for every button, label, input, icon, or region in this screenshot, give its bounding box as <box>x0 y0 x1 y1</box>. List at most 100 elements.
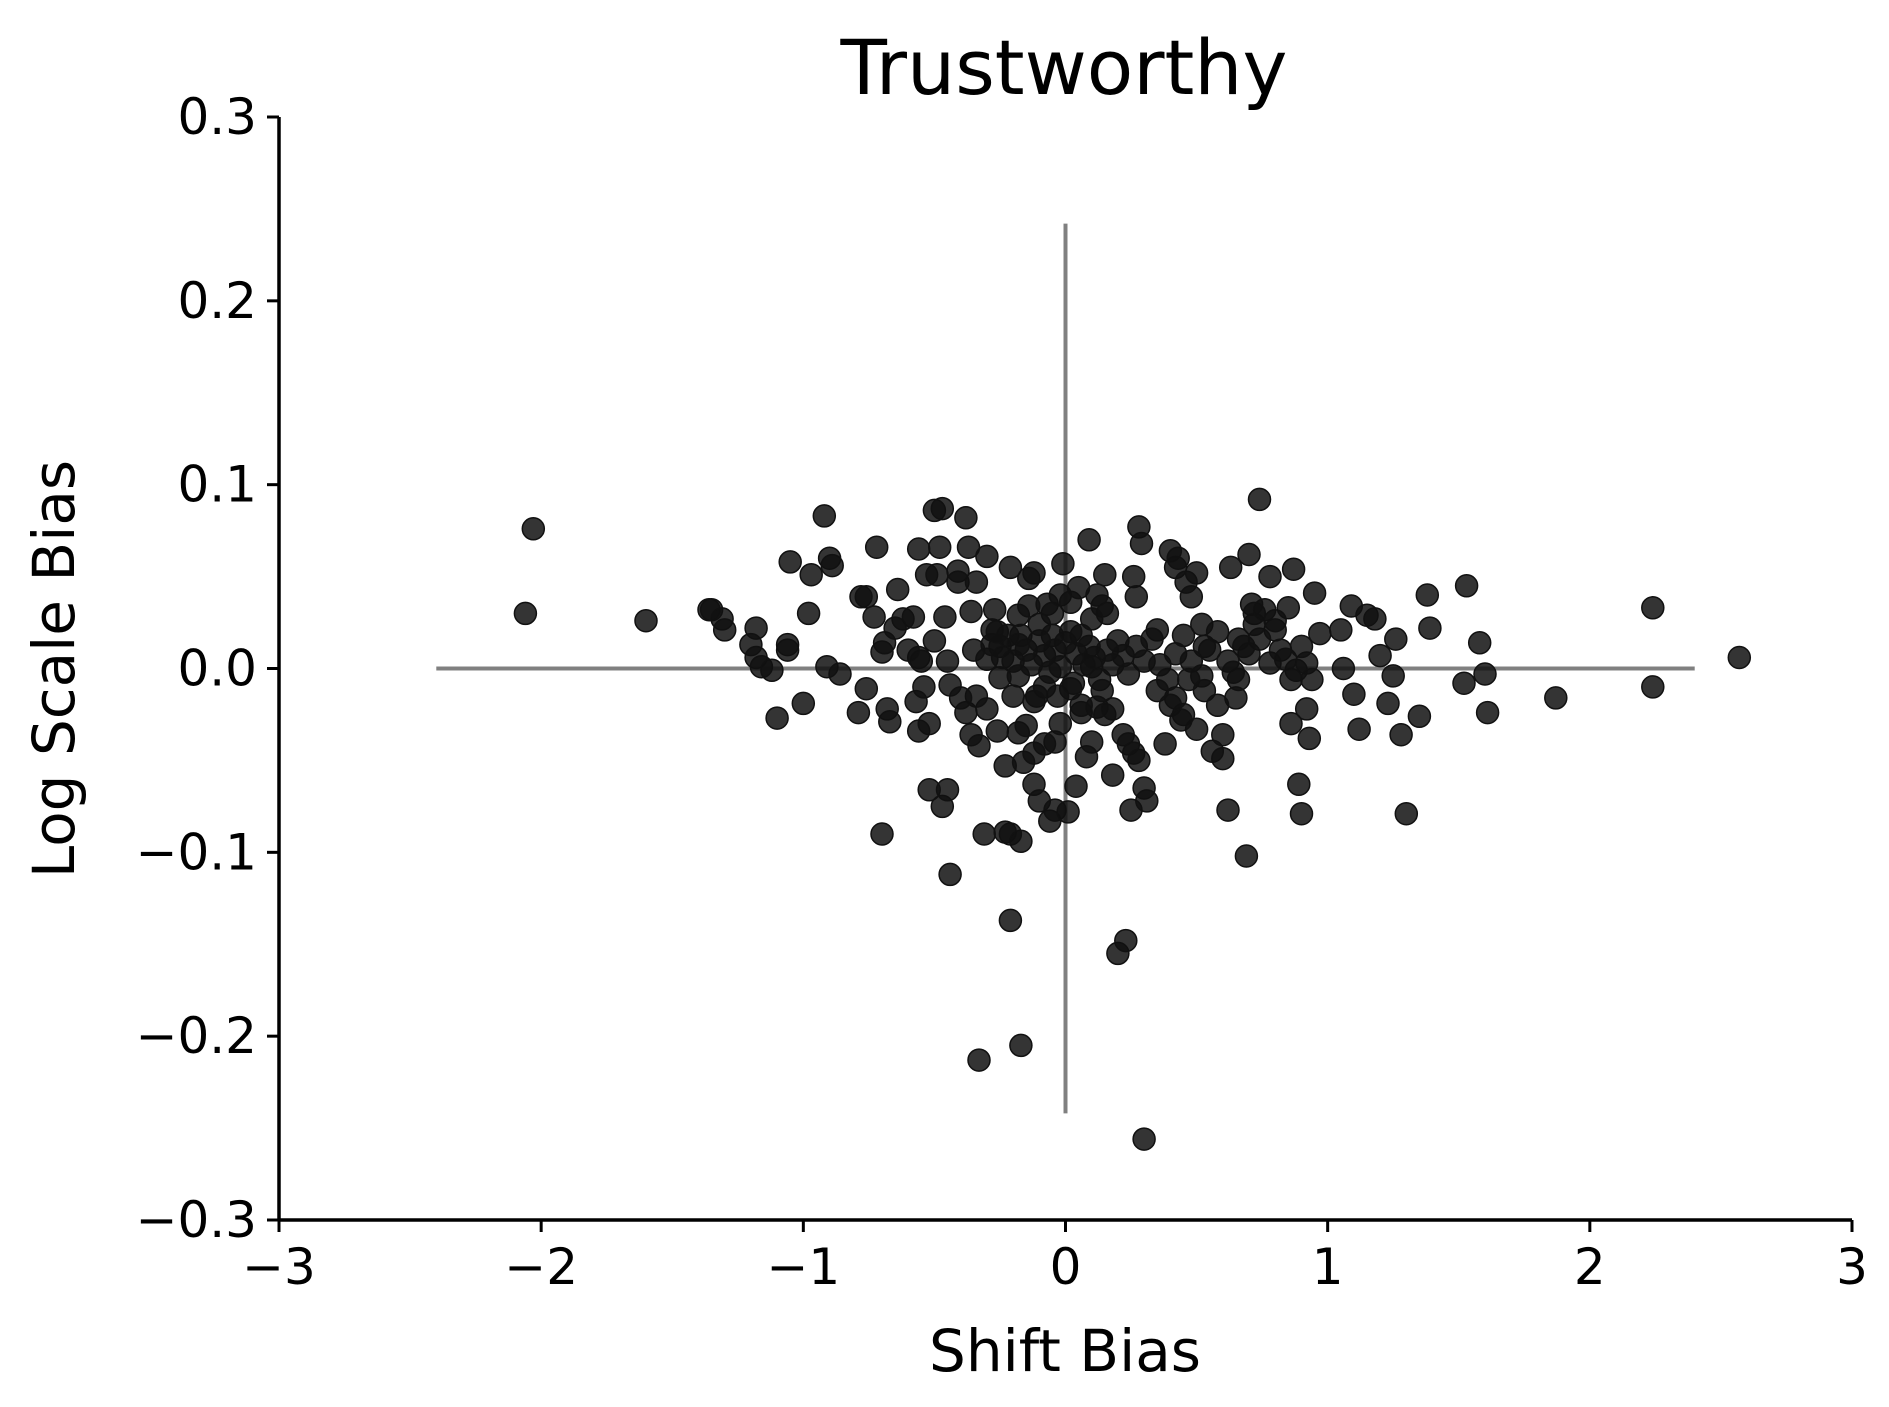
scatter-point <box>796 601 821 626</box>
y-tick-label: −0.3 <box>136 1191 257 1249</box>
scatter-point <box>828 662 852 686</box>
scatter-point <box>1467 631 1492 655</box>
scatter-point <box>1090 678 1114 703</box>
scatter-point <box>1475 700 1500 725</box>
x-tick-label: 0 <box>1050 1238 1082 1296</box>
scatter-point <box>1302 581 1327 605</box>
scatter-point <box>998 555 1023 580</box>
scatter-point <box>1218 555 1243 580</box>
scatter-point <box>1079 607 1104 631</box>
scatter-point <box>854 676 879 701</box>
scatter-point <box>906 537 931 561</box>
scatter-point <box>1006 632 1031 657</box>
scatter-point <box>896 638 920 662</box>
scatter-point <box>712 618 737 642</box>
scatter-point <box>1205 693 1230 718</box>
scatter-point <box>1641 675 1665 699</box>
scatter-point <box>1384 627 1408 651</box>
scatter-point <box>1308 621 1332 646</box>
scatter-point <box>1166 546 1190 570</box>
scatter-point <box>1100 697 1125 721</box>
scatter-point <box>820 553 844 578</box>
scatter-point <box>1289 801 1314 826</box>
scatter-point <box>846 700 871 725</box>
scatter-point <box>982 597 1007 622</box>
scatter-point <box>1121 564 1146 589</box>
scatter-point <box>1009 829 1033 854</box>
scatter-point <box>1140 627 1164 651</box>
scatter-point <box>1415 583 1440 607</box>
x-tick-label: −1 <box>766 1238 840 1296</box>
scatter-point <box>1171 623 1196 648</box>
scatter-point <box>948 686 973 710</box>
scatter-point <box>1045 684 1070 708</box>
scatter-point <box>760 658 784 683</box>
scatter-point <box>967 733 991 758</box>
scatter-point <box>930 496 955 521</box>
scatter-point <box>1022 741 1046 765</box>
scatter-point <box>1077 528 1101 552</box>
scatter-point <box>954 506 978 530</box>
scatter-point <box>1205 619 1230 644</box>
scatter-point <box>1085 583 1109 607</box>
scatter-point <box>1368 643 1392 668</box>
scatter-point <box>885 577 910 602</box>
scatter-point <box>1051 551 1075 576</box>
scatter-point <box>1127 748 1151 773</box>
scatter-point <box>1394 801 1419 826</box>
x-tick-label: 3 <box>1836 1238 1868 1296</box>
scatter-point <box>1132 1127 1156 1151</box>
scatter-point <box>1263 608 1287 633</box>
scatter-point <box>1022 689 1046 714</box>
scatter-point <box>935 649 960 673</box>
scatter-point <box>812 504 837 528</box>
x-tick-label: 1 <box>1312 1238 1344 1296</box>
scatter-point <box>1294 697 1319 721</box>
scatter-point <box>1116 662 1141 686</box>
scatter-point <box>1069 693 1093 718</box>
scatter-point <box>1048 711 1073 736</box>
scatter-point <box>1279 711 1303 736</box>
scatter-point <box>1347 717 1371 741</box>
data-points <box>513 487 1752 1151</box>
scatter-point <box>634 608 658 633</box>
scatter-point <box>862 605 886 629</box>
scatter-point <box>985 719 1010 743</box>
scatter-point <box>1216 798 1240 822</box>
scatter-point <box>1022 561 1046 585</box>
scatter-point <box>1058 619 1083 644</box>
scatter-point <box>935 778 960 802</box>
y-tick-label: 0.2 <box>177 272 257 330</box>
scatter-point <box>959 599 983 624</box>
scatter-point <box>1418 616 1442 640</box>
scatter-point <box>1056 800 1080 824</box>
scatter-point <box>1279 667 1303 692</box>
scatter-point <box>956 535 981 559</box>
scatter-point <box>1093 562 1117 587</box>
scatter-point <box>765 706 789 730</box>
scatter-point <box>1211 746 1235 771</box>
scatter-point <box>998 908 1023 933</box>
y-axis-label: Log Scale Bias <box>20 460 88 878</box>
x-tick-label: −3 <box>242 1238 316 1296</box>
y-tick-label: −0.1 <box>136 823 257 881</box>
y-tick-label: 0.1 <box>177 456 257 514</box>
scatter-point <box>1297 726 1322 751</box>
scatter-point <box>1064 774 1088 798</box>
scatter-point <box>933 605 957 629</box>
y-tick-label: 0.3 <box>177 88 257 146</box>
scatter-point <box>799 562 823 587</box>
scatter-point <box>1079 730 1104 754</box>
x-tick-label: −2 <box>504 1238 578 1296</box>
scatter-point <box>925 562 949 587</box>
scatter-point <box>1273 647 1298 672</box>
scatter-point <box>1135 789 1159 813</box>
scatter-point <box>775 638 800 662</box>
scatter-point <box>878 710 902 734</box>
chart-title: Trustworthy <box>840 23 1288 112</box>
scatter-point <box>1027 612 1052 637</box>
scatter-point <box>901 605 926 629</box>
scatter-point <box>1153 732 1177 756</box>
scatter-point <box>1329 618 1353 642</box>
